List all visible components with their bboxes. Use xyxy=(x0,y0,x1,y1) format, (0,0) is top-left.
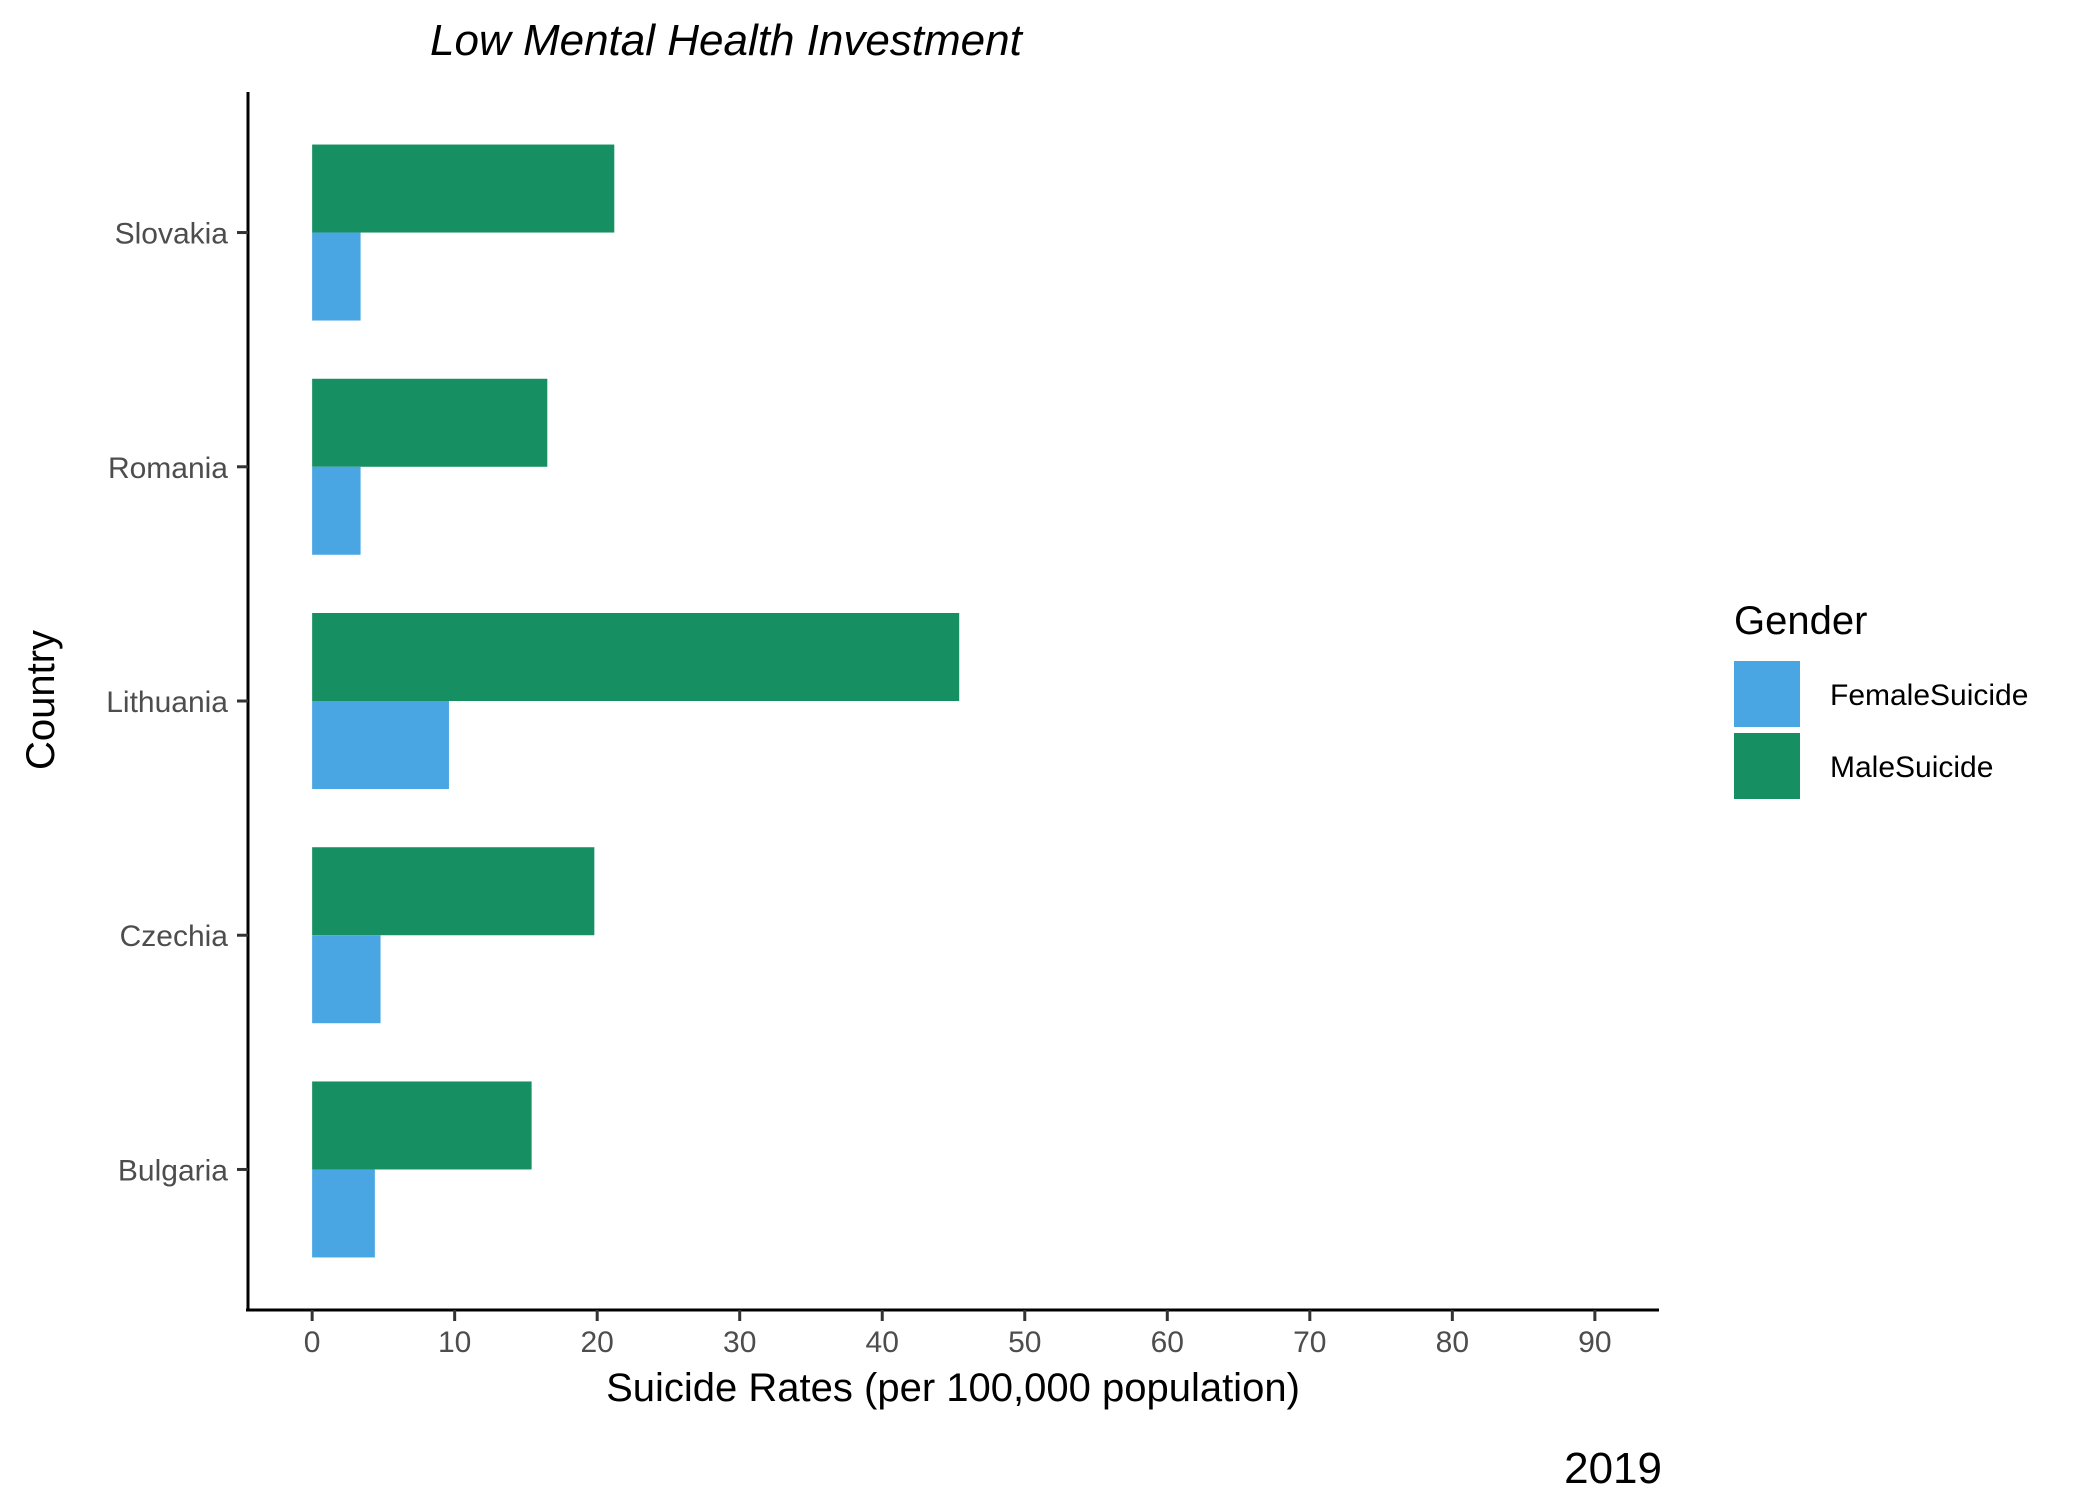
y-ticks-layer: Bulgaria Czechia Lithuania Romania Slovakia xyxy=(106,218,248,1187)
x-axis-title: Suicide Rates (per 100,000 population) xyxy=(606,1366,1300,1410)
y-tick-label-bulgaria: Bulgaria xyxy=(118,1154,228,1187)
bar-female-bulgaria xyxy=(312,1169,375,1258)
x-tick-label-60: 60 xyxy=(1151,1326,1184,1359)
bar-male-bulgaria xyxy=(312,1081,532,1170)
legend-title: Gender xyxy=(1734,599,1867,643)
x-tick-label-80: 80 xyxy=(1436,1326,1469,1359)
y-tick-label-lithuania: Lithuania xyxy=(106,686,228,719)
bar-male-czechia xyxy=(312,847,595,936)
bars-layer xyxy=(312,144,960,1258)
x-tick-label-50: 50 xyxy=(1008,1326,1041,1359)
y-tick-label-czechia: Czechia xyxy=(120,920,229,953)
chart-caption: 2019 xyxy=(1564,1444,1662,1493)
x-tick-label-90: 90 xyxy=(1578,1326,1611,1359)
bar-female-czechia xyxy=(312,935,381,1024)
bar-male-slovakia xyxy=(312,144,615,233)
bar-female-slovakia xyxy=(312,232,361,321)
x-tick-label-0: 0 xyxy=(304,1326,321,1359)
legend: FemaleSuicide MaleSuicide xyxy=(1734,661,2028,799)
y-tick-label-romania: Romania xyxy=(108,452,228,485)
y-tick-label-slovakia: Slovakia xyxy=(115,218,229,251)
bar-male-lithuania xyxy=(312,613,960,701)
bar-female-romania xyxy=(312,466,361,555)
x-tick-label-70: 70 xyxy=(1293,1326,1326,1359)
legend-label-femalesuicide: FemaleSuicide xyxy=(1830,679,2028,712)
legend-key-malesuicide xyxy=(1734,733,1800,799)
x-tick-label-40: 40 xyxy=(866,1326,899,1359)
x-tick-label-20: 20 xyxy=(580,1326,613,1359)
bar-female-lithuania xyxy=(312,701,449,789)
x-tick-label-10: 10 xyxy=(438,1326,471,1359)
x-tick-label-30: 30 xyxy=(723,1326,756,1359)
legend-label-malesuicide: MaleSuicide xyxy=(1830,751,1993,784)
legend-key-femalesuicide xyxy=(1734,661,1800,727)
y-axis-title: Country xyxy=(19,630,63,770)
x-ticks-layer: 0 10 20 30 40 50 60 70 80 90 xyxy=(304,1310,1612,1359)
chart-title: Low Mental Health Investment xyxy=(430,16,1024,65)
bar-male-romania xyxy=(312,378,548,467)
